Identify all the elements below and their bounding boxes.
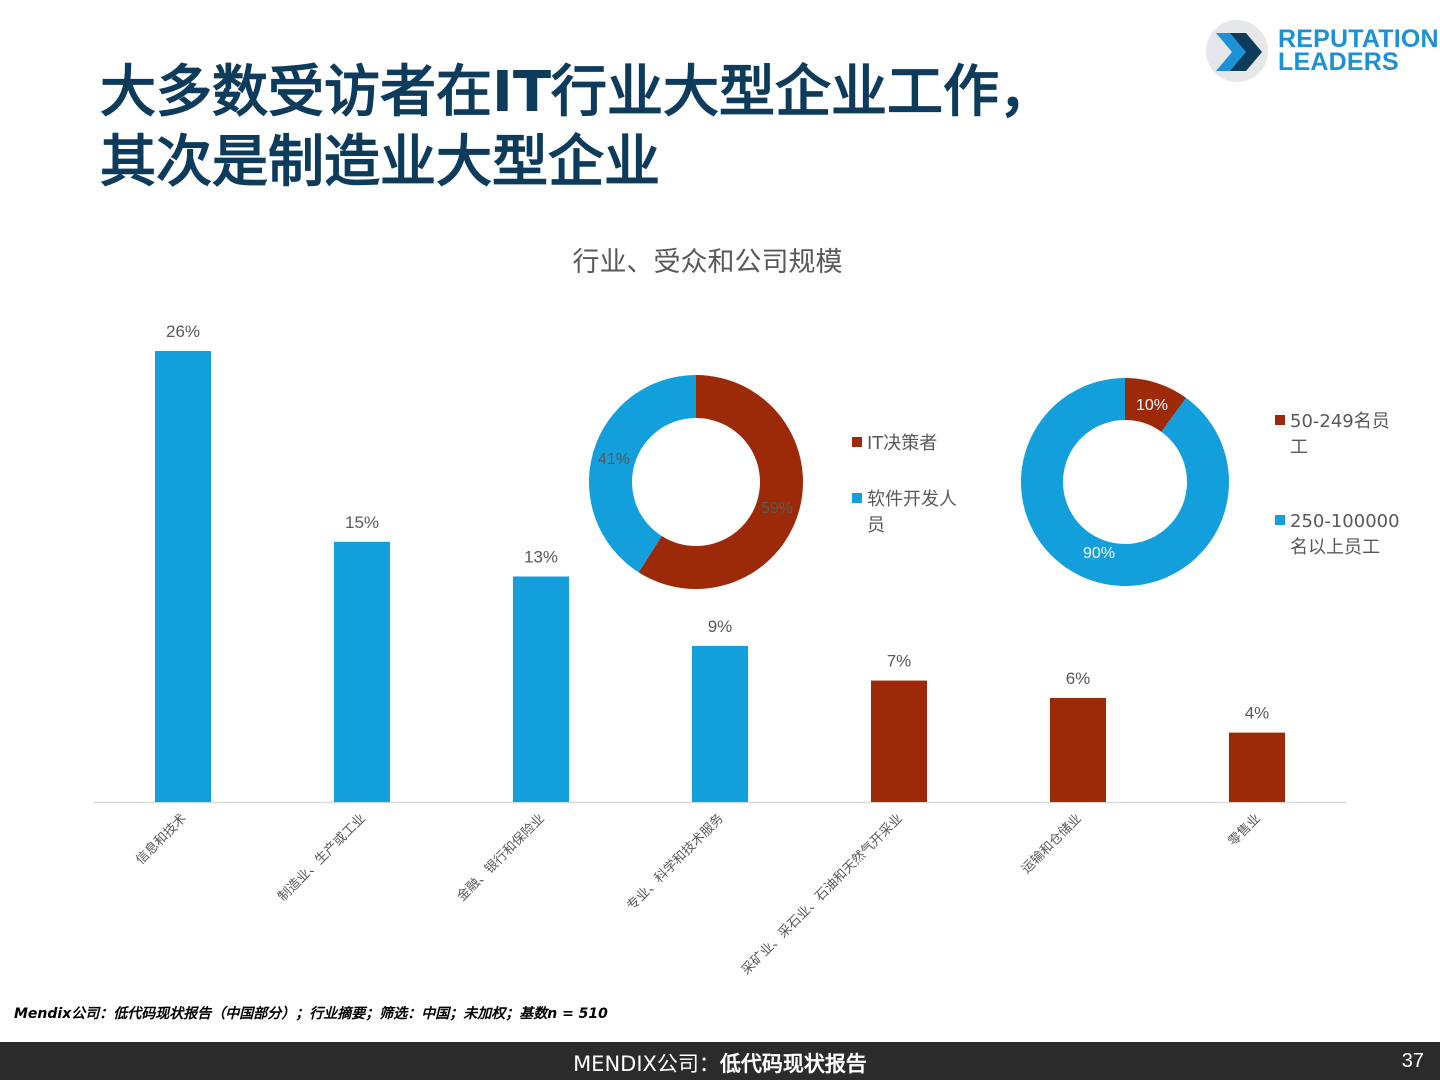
bar [513,576,569,802]
legend-label: 软件开发人 [867,489,957,510]
category-tick-label: 运输和仓储业 [1018,811,1084,877]
bar [692,645,748,802]
category-tick-label: 信息和技术 [133,811,190,868]
category-tick-label: 金融、银行和保险业 [454,811,548,905]
page-number: 37 [1401,1050,1424,1072]
category-tick-label: 零售业 [1225,811,1264,850]
logo-text-line-1: REPUTATION [1278,25,1439,53]
category-tick-label: 制造业、生产或工业 [275,811,368,904]
slice-value-label: 41% [598,451,630,468]
legend-label: 50-249名员 [1290,411,1390,432]
slice-value-label: 90% [1083,545,1115,562]
bar-value-label: 4% [1245,704,1270,723]
category-tick-label: 专业、科学和技术服务 [624,811,727,914]
bar [334,541,390,802]
reputation-leaders-logo: REPUTATION LEADERS [1206,20,1439,84]
slide-title-line-1: 大多数受访者在IT行业大型企业工作， [100,60,1056,125]
legend-swatch [852,437,862,447]
legend-label: 工 [1290,437,1308,458]
footer-company: MENDIX公司： [573,1052,720,1076]
legend-swatch [1275,515,1285,525]
slide-title-line-2: 其次是制造业大型企业 [100,130,660,195]
chevron-right-icon [1216,33,1262,71]
donut-slice [589,374,696,573]
bar-value-label: 15% [345,513,379,532]
footer-text: MENDIX公司：低代码现状报告 [0,1048,1440,1078]
bar-value-label: 13% [524,548,558,567]
slice-value-label: 59% [761,500,793,517]
bar-value-label: 9% [708,617,733,636]
legend-label: 250-100000 [1290,511,1400,532]
donut-slice [1125,378,1187,432]
bar [1050,697,1106,802]
bar [1229,732,1285,802]
legend-swatch [852,493,862,503]
legend-swatch [1275,415,1285,425]
legend-label: 名以上员工 [1290,537,1380,558]
chart-area: 26% 信息和技术 15% 制造业、生产或工业 13% 金融、银行和保险业 9% 专业、科学和… [94,322,1400,979]
bar-value-label: 26% [166,322,200,341]
category-tick-label: 采矿业、采石业、石油和天然气开采业 [738,811,906,979]
bar [155,351,211,802]
footer-bar: MENDIX公司：低代码现状报告 37 [0,1042,1440,1080]
footer-report-title: 低代码现状报告 [719,1052,867,1076]
slice-value-label: 10% [1136,397,1168,414]
footnote: Mendix公司：低代码现状报告（中国部分）；行业摘要；筛选：中国；未加权；基数… [14,1006,608,1022]
logo-text: REPUTATION LEADERS [1278,25,1439,76]
slide-title: 大多数受访者在IT行业大型企业工作， 其次是制造业大型企业 [100,58,1150,198]
donut-slice [1021,378,1229,586]
bar-value-label: 6% [1066,669,1091,688]
bar [871,680,927,802]
bar-value-label: 7% [887,652,912,671]
donut-slice [638,375,804,589]
chart-title: 行业、受众和公司规模 [572,247,843,278]
legend-label: IT决策者 [867,433,937,454]
legend-label: 员 [867,515,885,536]
logo-text-line-2: LEADERS [1278,48,1399,76]
